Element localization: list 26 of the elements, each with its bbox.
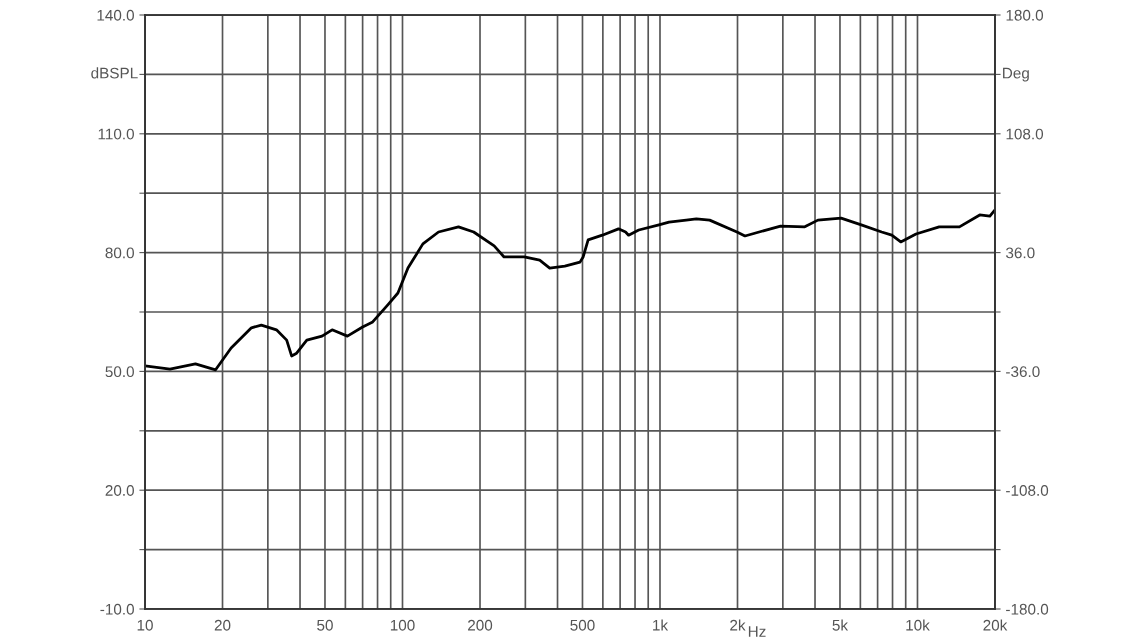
y-tick-label: 20.0	[105, 485, 134, 496]
x-tick-label: 100	[390, 619, 415, 631]
x-axis-title: Hz	[748, 626, 766, 637]
y-tick-label: 80.0	[105, 247, 134, 259]
x-tick-label: 2k	[730, 619, 746, 631]
y-axis-title: dBSPL	[91, 67, 138, 79]
y-tick-label: 50.0	[105, 366, 134, 378]
y-tick-label: -10.0	[100, 603, 134, 615]
x-tick-label: 20	[214, 619, 231, 631]
y2-axis-title: Deg	[1003, 67, 1029, 82]
y-tick-label: 140.0	[97, 9, 134, 21]
x-tick-label: 200	[468, 619, 493, 631]
x-tick-label: 500	[570, 619, 595, 631]
y2-tick-label: 180.0	[1006, 9, 1044, 21]
y2-tick-label: -180.0	[1006, 603, 1049, 615]
y2-tick-label: 108.0	[1006, 128, 1044, 140]
x-tick-label: 5k	[832, 619, 849, 631]
y-tick-label: 110.0	[98, 128, 134, 140]
x-tick-label: 10k	[906, 619, 930, 631]
x-tick-label: 20k	[983, 619, 1008, 631]
x-tick-label: 50	[317, 619, 333, 631]
x-tick-label: 1k	[653, 619, 669, 631]
y2-tick-label: 36.0	[1006, 247, 1035, 259]
x-tick-label: 10	[137, 619, 153, 631]
y2-tick-label: -36.0	[1006, 366, 1040, 378]
y2-tick-label: -108.0	[1006, 485, 1049, 496]
